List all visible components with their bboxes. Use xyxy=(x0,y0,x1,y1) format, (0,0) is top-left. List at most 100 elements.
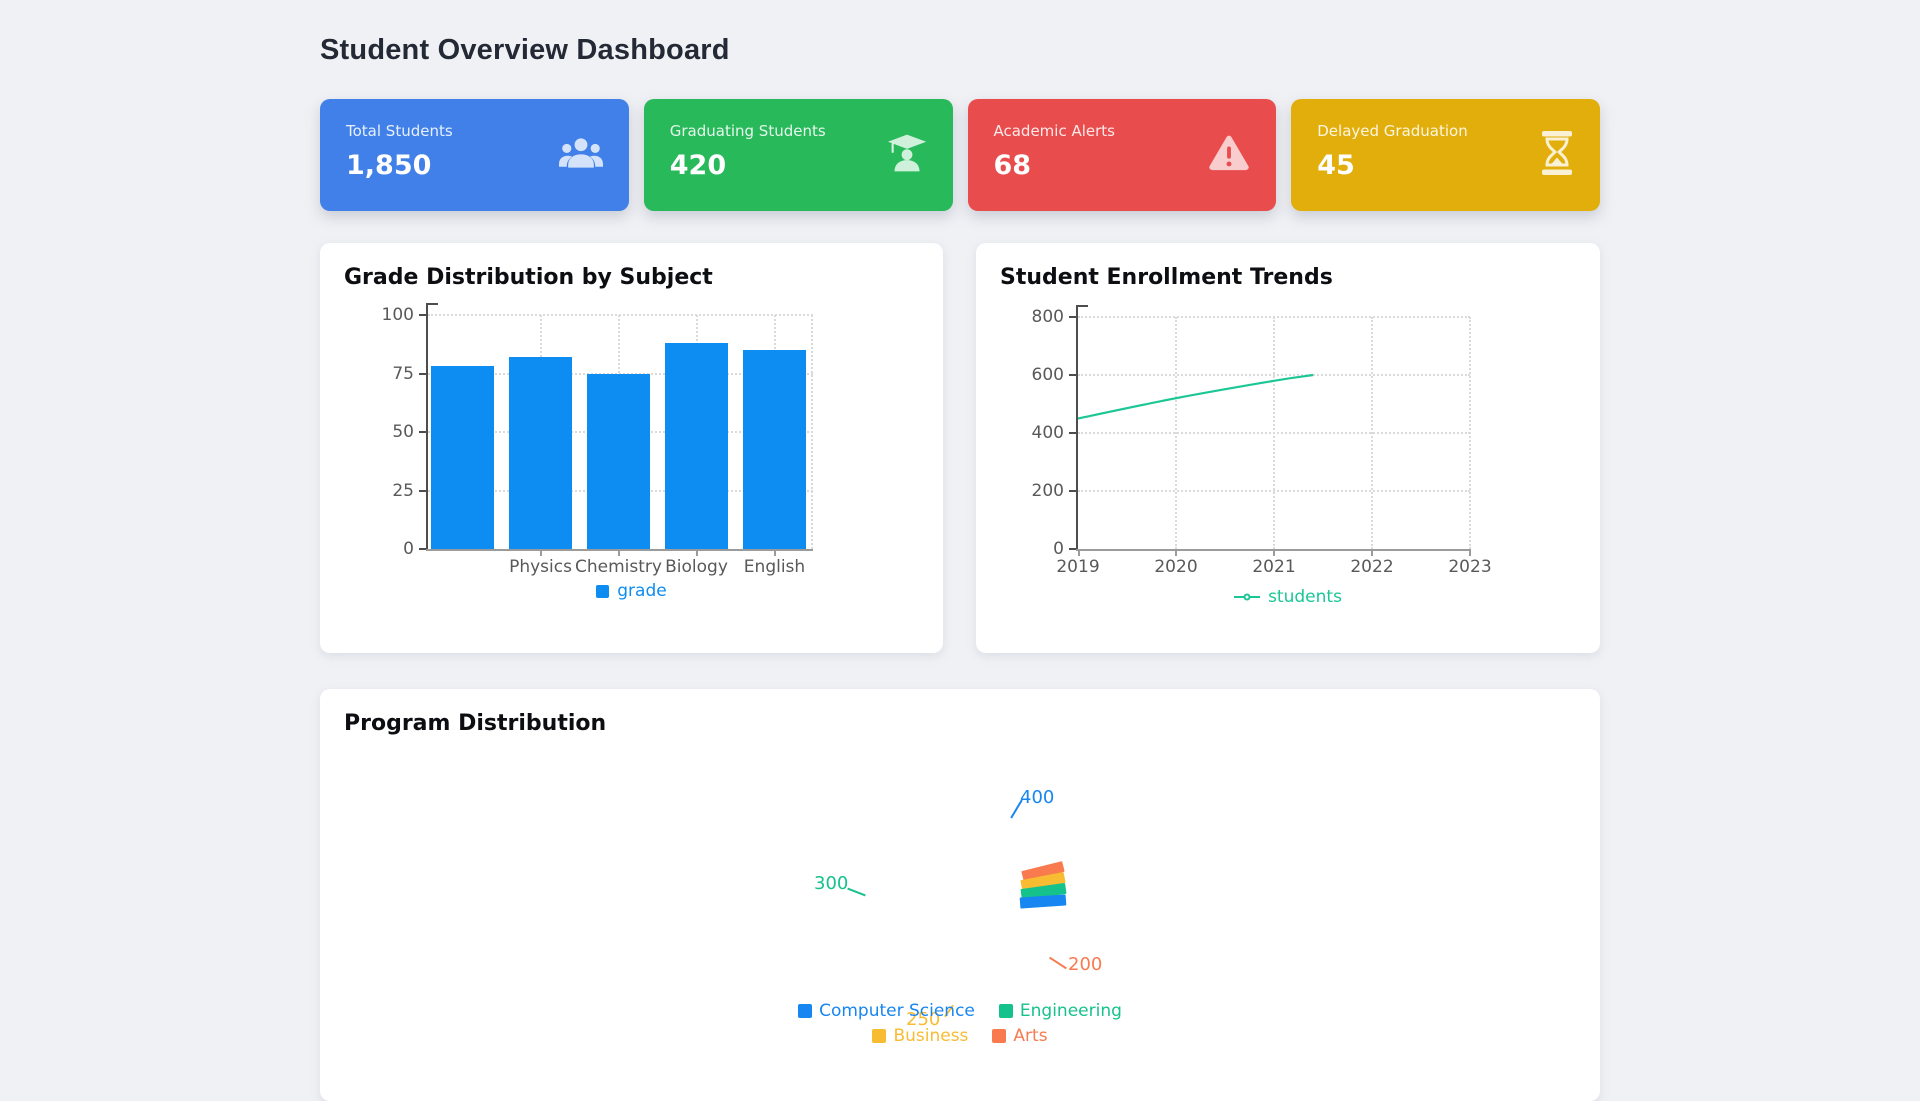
y-axis-spine xyxy=(426,303,428,549)
legend-swatch xyxy=(992,1029,1007,1043)
users-icon xyxy=(558,136,603,174)
v-gridline xyxy=(811,315,813,549)
legend-swatch xyxy=(998,1004,1013,1018)
enrollment-trends-panel: Student Enrollment Trends 0 200 400 600 800 2… xyxy=(976,243,1600,653)
x-tick-label: Chemistry xyxy=(575,557,662,577)
chart-legend: students xyxy=(976,587,1600,607)
legend-swatch xyxy=(798,1004,813,1018)
page-title: Student Overview Dashboard xyxy=(320,34,730,66)
y-tick-mark xyxy=(419,548,426,550)
pie-legend-label: Engineering xyxy=(1019,1001,1122,1021)
x-tick-mark xyxy=(539,549,542,556)
x-tick-mark xyxy=(773,549,776,556)
bar xyxy=(665,343,728,549)
y-tick-label: 800 xyxy=(1031,307,1064,327)
grade-distribution-panel: Grade Distribution by Subject 0 25 50 75 100… xyxy=(320,243,943,653)
stat-card-value: 45 xyxy=(1317,150,1355,181)
x-tick-mark xyxy=(695,549,698,556)
legend-label: students xyxy=(1268,587,1342,607)
y-axis-spine xyxy=(1076,305,1078,549)
stat-card-value: 68 xyxy=(993,150,1032,181)
hourglass-icon xyxy=(1540,131,1574,179)
h-gridline xyxy=(428,314,813,316)
enrollment-line xyxy=(1077,373,1314,420)
x-tick-mark xyxy=(1078,549,1080,556)
pie-slice xyxy=(1019,894,1067,909)
y-tick-mark xyxy=(1069,548,1076,550)
program-distribution-panel: Program Distribution Computer Science Eng… xyxy=(320,689,1600,1101)
pie-legend-item: Computer Science xyxy=(798,1001,975,1021)
x-tick-label: Biology xyxy=(665,557,728,577)
y-tick-label: 50 xyxy=(392,422,414,442)
stat-card-value: 420 xyxy=(669,150,727,181)
pie-legend-label: Computer Science xyxy=(819,1001,975,1021)
x-tick-mark xyxy=(1175,549,1177,556)
y-tick-label: 200 xyxy=(1031,481,1064,501)
v-gridline xyxy=(1371,317,1373,549)
v-gridline xyxy=(1273,317,1275,549)
y-axis-cap xyxy=(1076,305,1088,307)
pie-callout-line xyxy=(1049,956,1067,970)
x-tick-mark xyxy=(1273,549,1275,556)
x-tick-label: English xyxy=(743,557,806,577)
x-tick-label: 2023 xyxy=(1448,557,1492,577)
program-pie-chart: Computer Science Engineering Business Arts … xyxy=(320,689,1600,1101)
y-tick-label: 0 xyxy=(1053,539,1064,559)
pie-legend-label: Arts xyxy=(1013,1026,1048,1046)
stat-card-label: Delayed Graduation xyxy=(1317,122,1468,140)
chart-legend: grade xyxy=(320,581,943,601)
charts-row: Grade Distribution by Subject 0 25 50 75 100… xyxy=(320,243,1600,653)
y-tick-label: 600 xyxy=(1031,365,1064,385)
stat-card-label: Total Students xyxy=(346,122,453,140)
pie-callout-line xyxy=(847,887,866,897)
y-tick-mark xyxy=(419,372,426,375)
dashboard: Student Overview Dashboard Total Student… xyxy=(320,0,1600,1101)
y-tick-mark xyxy=(419,489,426,492)
y-tick-label: 75 xyxy=(392,363,414,384)
pie-legend-row: Computer Science Engineering xyxy=(798,1001,1122,1021)
x-axis-spine xyxy=(426,549,813,551)
pie-legend-item: Arts xyxy=(992,1026,1048,1046)
y-tick-mark xyxy=(1069,432,1076,434)
x-tick-label: 2022 xyxy=(1350,557,1394,577)
y-tick-mark xyxy=(1069,374,1076,376)
x-tick-label: 2020 xyxy=(1154,557,1198,577)
pie-legend-row: Business Arts xyxy=(872,1026,1048,1046)
stat-card-label: Graduating Students xyxy=(669,122,826,140)
stat-card-graduating-students: Graduating Students 420 xyxy=(643,99,953,211)
grade-bar-chart: 0 25 50 75 100 Physics Chemistry Biology English xyxy=(382,303,813,577)
pie-value-label: 200 xyxy=(1068,954,1103,975)
y-tick-label: 100 xyxy=(381,305,414,325)
stat-card-label: Academic Alerts xyxy=(993,122,1116,140)
pie-value-label: 400 xyxy=(1020,787,1055,808)
pie-legend-item: Engineering xyxy=(998,1001,1122,1021)
y-tick-label: 25 xyxy=(392,480,414,501)
y-tick-mark xyxy=(419,314,426,316)
y-tick-label: 0 xyxy=(403,539,414,559)
bar xyxy=(509,357,572,549)
v-gridline xyxy=(1469,317,1471,549)
y-axis-cap xyxy=(426,303,438,305)
stat-card-academic-alerts: Academic Alerts 68 xyxy=(967,99,1277,211)
legend-line-marker-icon xyxy=(1234,593,1261,601)
enrollment-line-chart: 0 200 400 600 800 2019 2020 2021 2022 2023 xyxy=(1032,305,1492,577)
graduate-cap-icon xyxy=(887,133,927,177)
panel-title: Student Enrollment Trends xyxy=(1000,265,1333,290)
stat-card-delayed-graduation: Delayed Graduation 45 xyxy=(1291,99,1600,211)
legend-swatch xyxy=(596,584,610,598)
x-tick-label: Physics xyxy=(509,557,572,577)
x-tick-label: 2019 xyxy=(1056,557,1100,577)
x-tick-mark xyxy=(617,549,620,556)
y-tick-mark xyxy=(419,431,426,433)
legend-label: grade xyxy=(617,581,667,601)
y-tick-mark xyxy=(1069,490,1076,492)
x-tick-mark xyxy=(1469,549,1471,556)
bar xyxy=(431,366,494,549)
bar xyxy=(743,350,806,549)
pie-legend: Computer Science Engineering Business Arts xyxy=(320,1001,1600,1046)
legend-swatch xyxy=(872,1029,887,1043)
panel-title: Program Distribution xyxy=(344,711,607,736)
warning-icon xyxy=(1208,134,1250,176)
bar xyxy=(587,373,650,549)
stat-cards-row: Total Students 1,850 Graduating Students… xyxy=(320,99,1600,211)
